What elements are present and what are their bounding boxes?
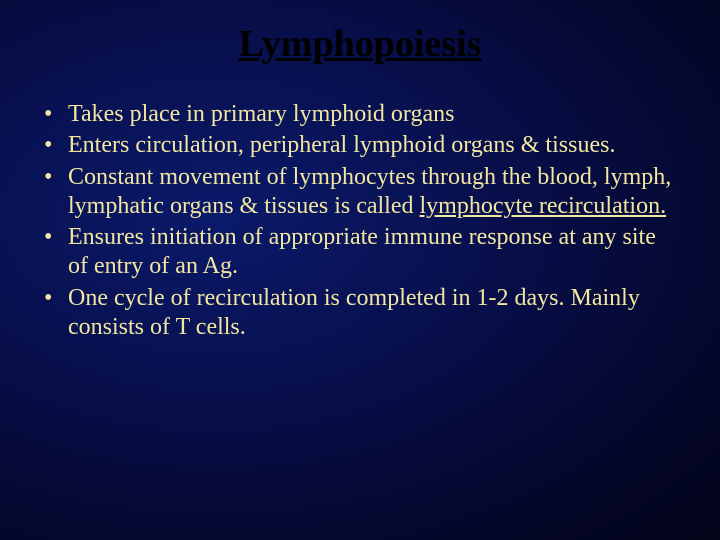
bullet-text: Ensures initiation of appropriate immune… [68, 224, 656, 279]
bullet-text: One cycle of recirculation is completed … [68, 285, 640, 340]
list-item: Enters circulation, peripheral lymphoid … [40, 131, 680, 160]
slide-container: Lymphopoiesis Takes place in primary lym… [0, 0, 720, 540]
bullet-text-underlined: lymphocyte recirculation. [420, 193, 667, 219]
bullet-list: Takes place in primary lymphoid organs E… [40, 100, 680, 342]
bullet-text: Enters circulation, peripheral lymphoid … [68, 132, 615, 158]
list-item: Constant movement of lymphocytes through… [40, 163, 680, 222]
list-item: One cycle of recirculation is completed … [40, 284, 680, 343]
list-item: Ensures initiation of appropriate immune… [40, 223, 680, 282]
list-item: Takes place in primary lymphoid organs [40, 100, 680, 129]
bullet-text: Takes place in primary lymphoid organs [68, 101, 454, 127]
slide-title: Lymphopoiesis [40, 22, 680, 66]
